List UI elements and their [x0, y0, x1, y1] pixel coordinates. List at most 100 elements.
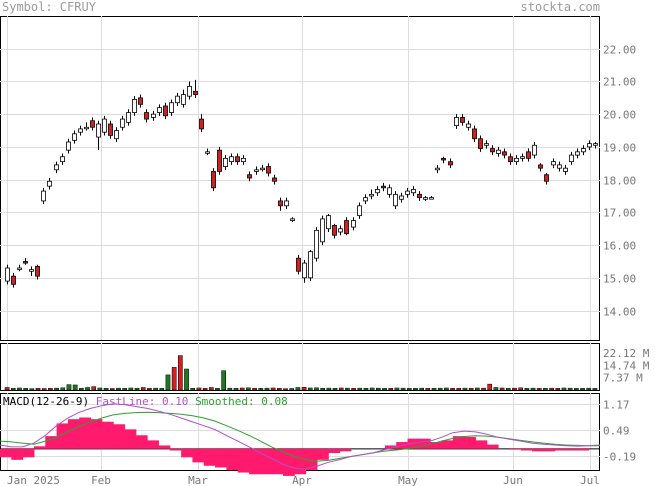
macd-histogram-bar	[0, 448, 12, 458]
volume-bar	[103, 388, 109, 391]
x-tick-label: Jun	[503, 474, 523, 486]
candle-body	[72, 133, 77, 141]
candle-body	[393, 193, 398, 207]
candle-body	[387, 187, 392, 195]
macd-tick-label: -0.19	[603, 451, 636, 464]
volume-bar	[363, 388, 369, 391]
candle-body	[41, 190, 46, 202]
macd-histogram-bar	[249, 448, 261, 475]
candle-body	[181, 94, 186, 105]
macd-histogram-bar	[56, 423, 69, 449]
volume-bar	[17, 387, 22, 391]
candle-body	[417, 193, 422, 199]
symbol-label: Symbol: CFRUY	[2, 0, 96, 14]
candle-body	[138, 97, 143, 105]
volume-bar	[394, 387, 400, 391]
volume-bar	[10, 388, 16, 391]
candle-body	[423, 197, 428, 200]
volume-bar	[23, 388, 28, 391]
volume-bar	[258, 388, 264, 391]
volume-bar	[549, 387, 554, 391]
macd-histogram-bar	[45, 436, 58, 449]
candle-body	[266, 166, 271, 174]
candle-body	[544, 174, 549, 182]
macd-histogram-bar	[90, 419, 103, 449]
volume-bar	[295, 387, 301, 391]
macd-panel	[0, 403, 601, 476]
volume-bar	[227, 387, 233, 391]
volume-bars	[4, 355, 598, 391]
candle-body	[326, 215, 331, 230]
x-tick-label: Jul	[580, 474, 600, 486]
volume-bar	[388, 388, 394, 391]
volume-bar	[574, 388, 579, 391]
volume-bar	[592, 388, 598, 391]
candle-body	[496, 149, 501, 154]
site-link[interactable]: stockta.com	[520, 0, 600, 14]
volume-bar	[320, 388, 325, 391]
macd-title: MACD(12-26-9)	[3, 395, 96, 408]
candle-body	[175, 95, 180, 104]
volume-bar	[208, 387, 214, 391]
price-tick-label: 22.00	[603, 44, 636, 57]
price-tick-label: 18.00	[603, 175, 636, 188]
macd-histogram-bar	[464, 436, 476, 449]
candle-body	[405, 190, 410, 195]
candle-body	[551, 161, 556, 166]
candle-body	[96, 123, 101, 138]
candle-body	[254, 169, 259, 172]
volume-bar	[159, 388, 165, 391]
candle-body	[381, 185, 386, 189]
candle-body	[302, 262, 307, 279]
candle-body	[126, 112, 131, 123]
volume-tick-label: 14.74 M	[603, 359, 650, 372]
candle-body	[411, 189, 416, 194]
volume-bar	[4, 387, 10, 391]
volume-tick-label: 7.37 M	[603, 372, 643, 385]
volume-bar	[382, 388, 387, 391]
volume-bar	[72, 384, 78, 391]
volume-bar	[171, 367, 177, 391]
price-tick-label: 17.00	[603, 207, 636, 220]
volume-bar	[376, 387, 381, 391]
volume-bar	[431, 388, 437, 391]
volume-bar	[48, 388, 53, 391]
volume-bar	[345, 387, 350, 391]
macd-fast-label: FastLine: 0.10	[96, 395, 195, 408]
price-tick-label: 16.00	[603, 240, 636, 253]
macd-histogram-bar	[169, 448, 182, 451]
volume-bar	[314, 387, 319, 391]
volume-bar	[252, 388, 257, 391]
volume-bar	[481, 387, 486, 391]
volume-bar	[326, 387, 332, 391]
volume-bar	[518, 387, 523, 391]
candle-body	[593, 143, 598, 146]
candle-body	[429, 197, 434, 200]
macd-histogram-bar	[260, 448, 273, 475]
candle-body	[508, 156, 513, 163]
candle-body	[332, 225, 337, 236]
volume-bar	[505, 388, 511, 391]
volume-bar	[307, 387, 313, 391]
candle-body	[526, 151, 531, 159]
volume-bar	[97, 387, 103, 391]
volume-bar	[109, 388, 115, 391]
candles	[5, 79, 598, 288]
volume-bar	[283, 388, 288, 391]
macd-histogram-bar	[237, 448, 250, 473]
volume-bar	[140, 387, 146, 391]
macd-histogram-bar	[283, 448, 295, 476]
volume-bar	[524, 388, 530, 391]
x-tick-label: May	[398, 474, 418, 486]
macd-histogram-bar	[520, 448, 533, 451]
candle-body	[90, 120, 95, 128]
volume-bar	[215, 388, 220, 391]
candle-body	[460, 117, 465, 123]
candle-body	[223, 157, 228, 167]
candle-body	[308, 251, 313, 279]
volume-bar	[536, 388, 542, 391]
volume-bar	[425, 388, 431, 391]
candle-body	[11, 275, 16, 285]
volume-bar	[178, 355, 183, 391]
candle-body	[17, 267, 22, 270]
